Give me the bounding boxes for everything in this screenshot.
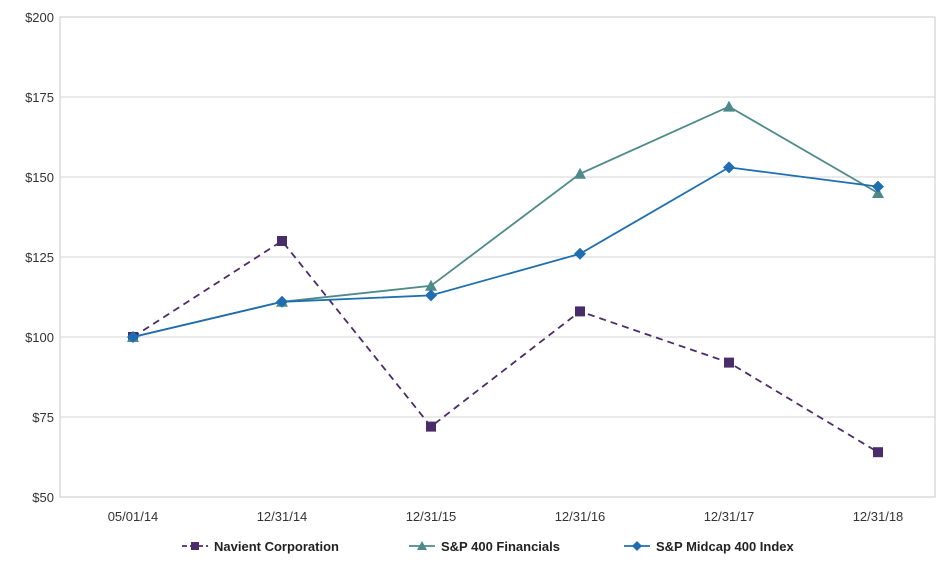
data-point bbox=[723, 161, 735, 174]
data-point bbox=[873, 447, 883, 458]
data-point bbox=[425, 279, 437, 291]
x-tick-label: 12/31/16 bbox=[555, 509, 606, 524]
data-point bbox=[276, 295, 288, 308]
y-tick-label: $75 bbox=[32, 410, 54, 425]
data-point bbox=[723, 100, 735, 112]
grid-lines bbox=[60, 96, 935, 418]
y-tick-label: $125 bbox=[25, 250, 54, 265]
y-tick-label: $100 bbox=[25, 330, 54, 345]
y-axis: $50 $75 $100 $125 $150 $175 $200 bbox=[25, 10, 54, 505]
data-point bbox=[574, 167, 586, 179]
data-point bbox=[872, 180, 884, 193]
legend-marker bbox=[632, 541, 642, 551]
x-tick-label: 12/31/18 bbox=[853, 509, 904, 524]
y-tick-label: $50 bbox=[32, 490, 54, 505]
x-tick-label: 12/31/14 bbox=[257, 509, 308, 524]
x-tick-label: 12/31/17 bbox=[704, 509, 755, 524]
data-point bbox=[425, 289, 437, 302]
series-layer bbox=[127, 100, 884, 458]
data-point bbox=[574, 247, 586, 260]
series-line-sp-midcap-400-index bbox=[132, 166, 879, 338]
data-point bbox=[575, 306, 585, 317]
data-point bbox=[724, 357, 734, 368]
legend-label: Navient Corporation bbox=[214, 539, 339, 554]
data-point bbox=[426, 421, 436, 432]
legend-item: S&P Midcap 400 Index bbox=[624, 539, 795, 554]
legend-item: S&P 400 Financials bbox=[409, 539, 560, 554]
series-line-sp-400-financials bbox=[132, 105, 879, 338]
x-tick-label: 05/01/14 bbox=[108, 509, 159, 524]
x-tick-label: 12/31/15 bbox=[406, 509, 457, 524]
data-point bbox=[127, 331, 139, 343]
legend-item: Navient Corporation bbox=[182, 539, 339, 554]
y-tick-label: $200 bbox=[25, 10, 54, 25]
series-line-navient-corporation bbox=[132, 239, 879, 453]
series-sp-400-financials bbox=[127, 100, 884, 342]
series-navient-corporation bbox=[128, 236, 883, 458]
legend-marker bbox=[191, 542, 199, 550]
series-sp-midcap-400-index bbox=[127, 161, 884, 343]
y-tick-label: $175 bbox=[25, 90, 54, 105]
legend-label: S&P 400 Financials bbox=[441, 539, 560, 554]
x-axis: 05/01/14 12/31/14 12/31/15 12/31/16 12/31/17… bbox=[108, 509, 904, 524]
legend: Navient Corporation S&P 400 Financials S&P… bbox=[182, 539, 795, 554]
legend-marker bbox=[417, 541, 427, 550]
data-point bbox=[277, 236, 287, 246]
legend-label: S&P Midcap 400 Index bbox=[656, 539, 795, 554]
y-tick-label: $150 bbox=[25, 170, 54, 185]
